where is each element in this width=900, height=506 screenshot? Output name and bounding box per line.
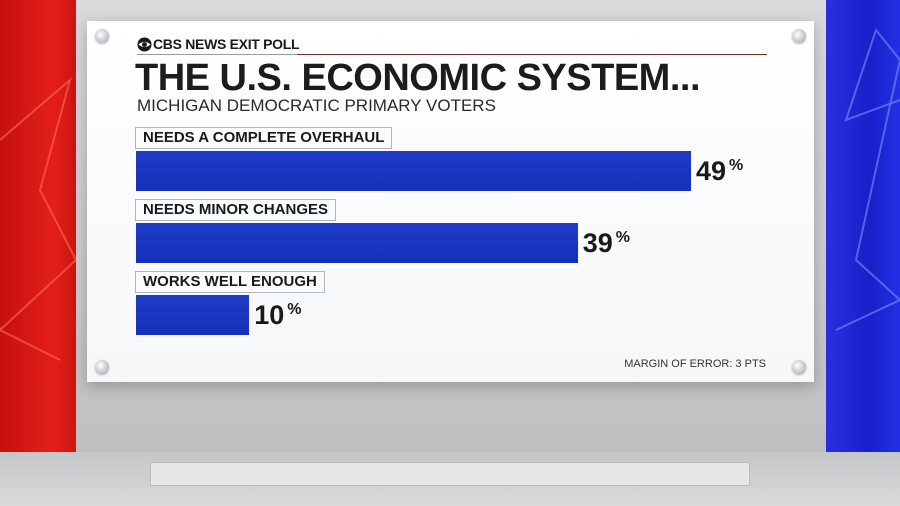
header-rule-accent	[297, 54, 767, 55]
chart-board: CBS NEWS EXIT POLL THE U.S. ECONOMIC SYS…	[87, 21, 814, 382]
data-label: 39	[582, 228, 613, 258]
bolt-icon	[792, 29, 806, 43]
percent-sign: %	[287, 301, 302, 318]
brand-header: CBS NEWS EXIT POLL	[137, 35, 300, 53]
chart-subtitle: MICHIGAN DEMOCRATIC PRIMARY VOTERS	[137, 96, 496, 115]
category-label: NEEDS MINOR CHANGES	[135, 199, 337, 221]
data-label: 49	[696, 156, 727, 186]
percent-sign: %	[615, 229, 630, 246]
star-outline-icon	[0, 77, 76, 361]
floor-ledge	[150, 462, 750, 486]
category-label: WORKS WELL ENOUGH	[135, 271, 325, 293]
percent-sign: %	[729, 157, 744, 174]
data-label: 10	[254, 300, 285, 330]
brand-text: CBS NEWS EXIT POLL	[153, 36, 300, 52]
category-label: NEEDS A COMPLETE OVERHAUL	[135, 127, 393, 149]
bar	[136, 295, 250, 335]
bar	[136, 151, 691, 191]
right-blue-panel	[826, 0, 900, 452]
bolt-icon	[792, 360, 806, 374]
bolt-icon	[95, 29, 109, 43]
left-red-panel	[0, 0, 76, 452]
margin-of-error: MARGIN OF ERROR: 3 PTS	[624, 358, 766, 370]
bar	[136, 223, 578, 263]
bolt-icon	[95, 360, 109, 374]
chart-title: THE U.S. ECONOMIC SYSTEM...	[135, 57, 701, 99]
cbs-eye-icon	[137, 36, 152, 52]
star-outline-icon	[835, 27, 900, 331]
